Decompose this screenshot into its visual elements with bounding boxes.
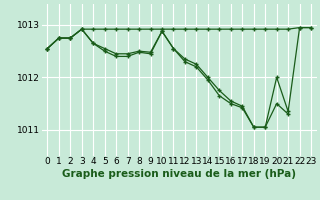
X-axis label: Graphe pression niveau de la mer (hPa): Graphe pression niveau de la mer (hPa) [62, 169, 296, 179]
